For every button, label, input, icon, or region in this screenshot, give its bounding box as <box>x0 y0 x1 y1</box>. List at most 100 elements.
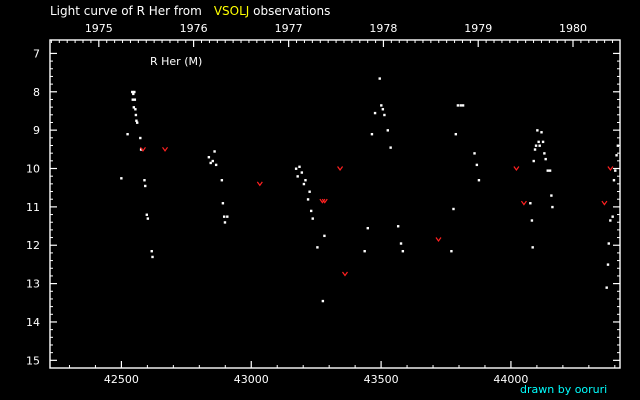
observation-point <box>134 113 138 117</box>
y-tick-label: 8 <box>33 86 40 99</box>
observation-point <box>461 104 465 107</box>
observation-point <box>401 249 405 253</box>
title-suffix: observations <box>253 4 331 18</box>
observation-point <box>135 121 139 124</box>
observation-point <box>548 169 552 172</box>
observation-point <box>134 108 137 111</box>
credit-label: drawn by ooruri <box>520 383 608 396</box>
observation-point <box>473 152 476 155</box>
observation-point <box>209 161 212 165</box>
observation-point <box>131 98 134 101</box>
observation-point <box>612 179 616 182</box>
observation-point <box>396 225 400 228</box>
observation-point <box>132 106 136 109</box>
observation-point <box>294 167 298 170</box>
observation-point <box>144 184 147 188</box>
observation-point <box>207 156 211 159</box>
fainter-than-point <box>435 237 442 243</box>
observation-point <box>540 131 543 134</box>
observation-point <box>530 219 534 222</box>
observation-point <box>214 163 218 167</box>
observation-point <box>452 207 455 211</box>
observation-point <box>536 129 539 132</box>
observation-point <box>373 111 377 115</box>
observation-point <box>302 182 306 186</box>
observation-point <box>383 113 386 117</box>
observation-point <box>380 104 383 107</box>
fainter-than-point <box>321 198 328 204</box>
observation-point <box>456 104 460 107</box>
observation-point <box>386 129 389 132</box>
fainter-than-point <box>319 198 326 204</box>
series-label: R Her (M) <box>150 55 202 68</box>
title-source: VSOLJ <box>213 4 250 18</box>
observation-point <box>298 165 301 168</box>
observation-point <box>529 202 532 205</box>
observation-point <box>378 77 381 80</box>
observation-point <box>541 140 545 144</box>
observation-point <box>477 179 481 182</box>
observation-point <box>151 255 154 259</box>
data-marks <box>120 77 620 303</box>
observation-point <box>459 104 462 107</box>
y-tick-label: 15 <box>26 354 40 367</box>
year-tick-label: 1977 <box>275 22 303 35</box>
observation-point <box>300 171 304 174</box>
year-tick-label: 1976 <box>180 22 208 35</box>
y-tick-label: 9 <box>33 124 40 137</box>
observation-point <box>139 148 143 151</box>
observation-point <box>533 148 537 151</box>
y-tick-label: 14 <box>26 316 40 329</box>
observation-point <box>316 246 319 249</box>
observation-point <box>534 144 538 147</box>
observation-point <box>399 242 403 245</box>
title-prefix: Light curve of R Her from <box>50 4 202 18</box>
fainter-than-point <box>337 166 344 172</box>
observation-point <box>133 98 137 101</box>
observation-point <box>381 108 385 111</box>
observation-point <box>605 286 608 289</box>
observation-point <box>131 90 134 94</box>
year-tick-label: 1980 <box>559 22 587 35</box>
observation-point <box>146 217 150 220</box>
axis-ticks: 7 8 9 10 11 12 13 14 15 42500 43000 43500 44000 1975 1… <box>26 22 620 386</box>
observation-point <box>145 213 149 216</box>
observation-point <box>135 119 138 122</box>
observation-point <box>311 217 314 220</box>
observation-point <box>321 299 325 303</box>
observation-point <box>366 226 369 230</box>
observation-point <box>323 234 326 238</box>
observation-point <box>370 132 374 136</box>
fainter-than-point <box>601 200 608 206</box>
observation-point <box>363 249 366 253</box>
observation-point <box>532 159 535 163</box>
year-tick-label: 1979 <box>464 22 492 35</box>
plot-frame <box>49 39 621 369</box>
fainter-than-point <box>520 200 527 206</box>
y-tick-label: 10 <box>26 163 40 176</box>
observation-point <box>133 90 136 94</box>
fainter-than-point <box>342 271 348 277</box>
fainter-than-point <box>607 166 614 172</box>
observation-point <box>543 152 546 155</box>
observation-point <box>544 157 547 161</box>
observation-point <box>309 209 313 213</box>
observation-point <box>389 146 392 149</box>
y-tick-label: 12 <box>26 239 40 252</box>
observation-point <box>614 169 617 172</box>
observation-point <box>537 140 540 144</box>
observation-point <box>550 194 553 197</box>
y-tick-label: 7 <box>33 47 40 60</box>
observation-point <box>615 154 618 157</box>
observation-point <box>450 249 453 253</box>
x-tick-label: 43000 <box>234 373 269 386</box>
observation-point <box>222 215 226 218</box>
x-tick-label: 42500 <box>104 373 139 386</box>
observation-point <box>551 205 554 209</box>
observation-point <box>546 169 549 172</box>
observation-point <box>306 198 310 201</box>
observation-point <box>213 150 216 153</box>
observation-point <box>304 179 307 182</box>
observation-point <box>220 179 224 182</box>
